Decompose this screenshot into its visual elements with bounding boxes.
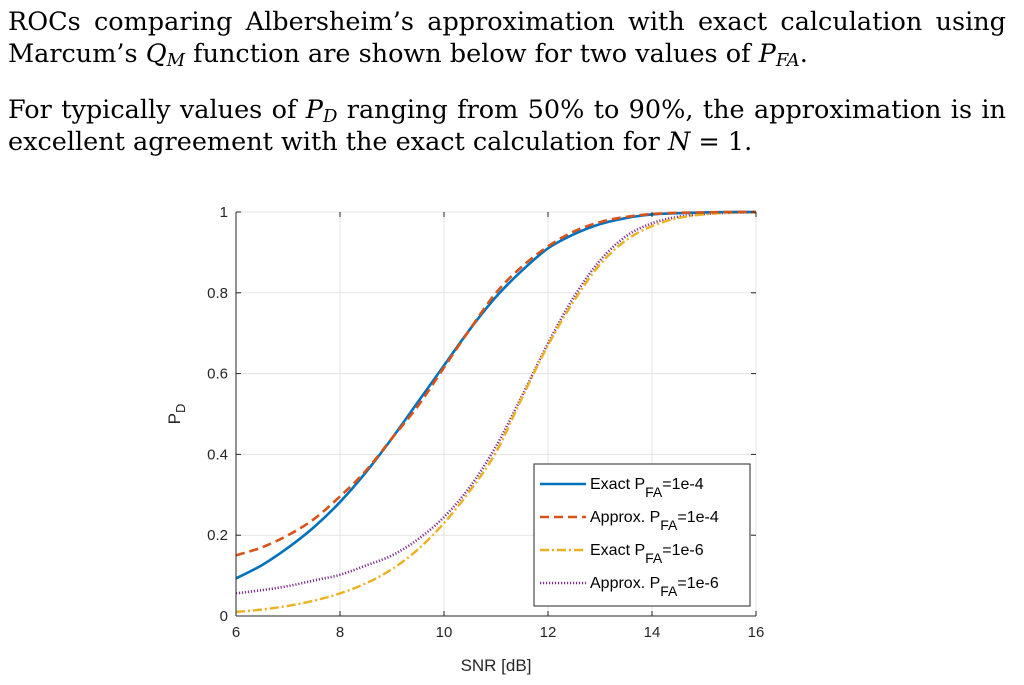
legend-entry-name: Exact P: [590, 542, 645, 559]
legend-entry: Approx. PFA=1e-4: [590, 509, 719, 533]
legend-entry: Exact PFA=1e-6: [590, 542, 704, 566]
series-line-3: [235, 211, 757, 614]
series-line-2: [235, 210, 757, 557]
y-axis-label-main: P: [165, 413, 184, 424]
p1-text-b: function are shown below for two values …: [185, 39, 759, 69]
p1-text-c: .: [799, 39, 808, 69]
pfa-subscript: FA: [775, 50, 800, 71]
legend-entry-sub: FA: [660, 517, 678, 533]
p1-text-a: ROCs comparing Albersheim’s approximatio…: [8, 7, 1006, 69]
y-tick-label: 0.6: [207, 366, 228, 383]
y-axis-label: PD: [165, 404, 188, 425]
axes: [235, 211, 757, 617]
legend-entry-sub: FA: [645, 550, 663, 566]
p2-text-c: = 1.: [690, 127, 753, 157]
legend-entry-suffix: =1e-6: [677, 575, 718, 592]
y-axis-label-sub: D: [173, 404, 188, 413]
legend-entry: Approx. PFA=1e-6: [590, 575, 719, 599]
y-axis-label-text: PD: [165, 404, 188, 425]
y-tick-label: 0: [220, 608, 228, 625]
legend-entry-suffix: =1e-4: [677, 509, 718, 526]
p2-text-a: For typically values of: [8, 95, 306, 125]
y-tick-label: 0.2: [207, 527, 228, 544]
intro-paragraph-2: For typically values of PD ranging from …: [8, 94, 1006, 158]
x-tick-label: 10: [436, 624, 453, 641]
legend-entry-sub: FA: [645, 484, 663, 500]
p2-text-b: ranging from 50% to 90%, the approximati…: [8, 95, 1006, 157]
x-axis-label: SNR [dB]: [461, 656, 532, 675]
legend-entry-name: Approx. P: [590, 575, 660, 592]
pfa-symbol: P: [758, 39, 776, 69]
legend-entry-name: Approx. P: [590, 509, 660, 526]
y-tick-label: 1: [220, 204, 228, 221]
legend-entry-name: Exact P: [590, 476, 645, 493]
x-tick-label: 6: [232, 624, 240, 641]
n-symbol: N: [667, 127, 691, 157]
y-tick-label: 0.4: [207, 446, 228, 463]
x-tick-label: 16: [748, 624, 765, 641]
x-tick-label: 14: [644, 624, 661, 641]
pd-symbol: P: [305, 95, 323, 125]
pd-subscript: D: [322, 106, 338, 127]
q-symbol: Q: [145, 39, 167, 69]
x-tick-label: 8: [336, 624, 344, 641]
tick-labels: 6 8 10 12 14 16 0 0.2 0.4 0.6 0.8 1: [207, 204, 764, 641]
y-tick-label: 0.8: [207, 285, 228, 302]
legend-entry-suffix: =1e-6: [662, 542, 703, 559]
intro-paragraph-1: ROCs comparing Albersheim’s approximatio…: [8, 6, 1006, 70]
series-lines: [235, 210, 757, 614]
legend-entry: Exact PFA=1e-4: [590, 476, 704, 500]
x-tick-label: 12: [540, 624, 557, 641]
legend-entry-sub: FA: [660, 583, 678, 599]
legend-entry-suffix: =1e-4: [662, 476, 703, 493]
q-subscript: M: [166, 50, 186, 71]
